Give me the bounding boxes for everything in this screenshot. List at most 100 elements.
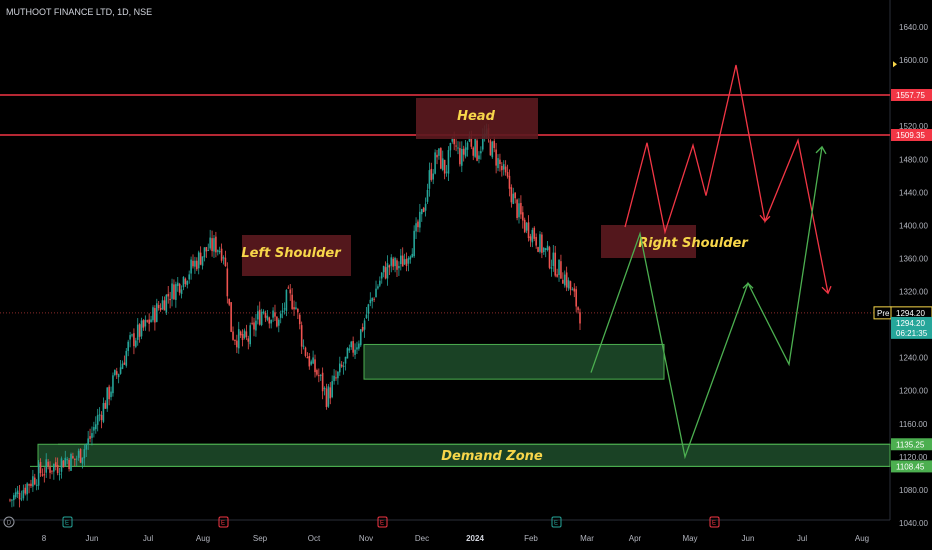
earnings-marker-box bbox=[62, 516, 73, 528]
annotation-labels-layer: Left Shoulder Head Right Shoulder Demand Zo… bbox=[241, 98, 749, 464]
candle-body bbox=[178, 283, 181, 293]
earnings-marker-icon[interactable]: E bbox=[62, 516, 73, 528]
event-marker-label: E bbox=[65, 521, 69, 527]
candle-body bbox=[541, 234, 543, 253]
candle-body bbox=[56, 464, 59, 474]
candle-body bbox=[43, 474, 46, 476]
candle-body bbox=[247, 338, 250, 342]
candle-body bbox=[321, 372, 324, 392]
time-tick-label: Aug bbox=[855, 534, 869, 543]
candle-body bbox=[184, 278, 187, 285]
candle-body bbox=[295, 307, 297, 310]
candle-body bbox=[579, 312, 581, 324]
candle-body bbox=[112, 375, 114, 394]
candle-body bbox=[102, 403, 105, 422]
price-tick-label: 1640.00 bbox=[899, 23, 928, 32]
candle-body bbox=[22, 490, 25, 499]
candle-body bbox=[552, 252, 555, 267]
pre-market-label: Pre bbox=[877, 309, 890, 318]
candle-body bbox=[398, 265, 400, 269]
candle-body bbox=[14, 492, 17, 498]
projection-paths-layer bbox=[590, 64, 832, 460]
candle-body bbox=[318, 375, 320, 377]
dividend-marker-icon[interactable]: D bbox=[3, 516, 15, 528]
earnings-marker-icon[interactable]: E bbox=[709, 516, 720, 528]
candle-body bbox=[548, 247, 551, 268]
candle-body bbox=[285, 289, 288, 311]
candle-body bbox=[327, 386, 330, 407]
candle-body bbox=[72, 456, 74, 459]
candle-body bbox=[304, 347, 307, 356]
candle-body bbox=[264, 312, 267, 318]
candle-body bbox=[249, 325, 252, 345]
price-tick-label: 1400.00 bbox=[899, 221, 928, 230]
candle-body bbox=[373, 298, 375, 300]
candle-body bbox=[276, 316, 278, 327]
price-tag-label: 1108.45 bbox=[896, 462, 925, 471]
bullish-arrow-head bbox=[815, 145, 827, 155]
candle-body bbox=[441, 158, 444, 170]
candle-body bbox=[114, 369, 116, 375]
time-tick-label: Feb bbox=[524, 534, 538, 543]
candle-body bbox=[403, 259, 406, 265]
candle-body bbox=[258, 309, 261, 325]
candle-body bbox=[270, 319, 272, 324]
earnings-marker-icon[interactable]: E bbox=[218, 516, 229, 528]
price-axis[interactable]: 1640.001600.001560.001520.001480.001440.… bbox=[873, 23, 932, 528]
price-tick-label: 1600.00 bbox=[899, 56, 928, 65]
candle-body bbox=[106, 387, 109, 409]
candle-body bbox=[569, 281, 572, 290]
candle-body bbox=[54, 462, 57, 467]
candle-body bbox=[257, 311, 259, 320]
earnings-marker-icon[interactable]: E bbox=[377, 516, 388, 528]
left-shoulder-label: Left Shoulder bbox=[241, 246, 342, 261]
time-tick-label: Jul bbox=[797, 534, 807, 543]
candle-body bbox=[79, 448, 82, 463]
candle-body bbox=[316, 370, 318, 375]
candle-body bbox=[354, 349, 356, 355]
candle-body bbox=[289, 289, 292, 294]
candle-body bbox=[209, 237, 211, 249]
candle-body bbox=[155, 303, 158, 322]
candle-body bbox=[237, 329, 240, 349]
candle-body bbox=[77, 450, 80, 458]
candle-body bbox=[192, 260, 194, 267]
candle-body bbox=[567, 280, 570, 289]
candle-body bbox=[329, 387, 332, 399]
time-tick-label: Jun bbox=[742, 534, 755, 543]
candle-body bbox=[504, 166, 507, 173]
time-tick-label: Jun bbox=[86, 534, 99, 543]
candle-body bbox=[161, 300, 164, 310]
candle-body bbox=[255, 320, 257, 331]
candle-body bbox=[297, 309, 299, 313]
earnings-marker-icon[interactable]: E bbox=[551, 516, 562, 528]
candle-body bbox=[32, 476, 34, 487]
candle-body bbox=[527, 222, 530, 239]
candle-body bbox=[344, 356, 347, 364]
candle-body bbox=[386, 263, 389, 279]
candle-body bbox=[424, 203, 427, 211]
candle-body bbox=[216, 250, 219, 252]
time-axis[interactable]: 8 Jun Jul Aug Sep Oct Nov Dec 2024 Feb Mar Apr May Ju… bbox=[42, 534, 869, 543]
candle-body bbox=[459, 148, 461, 165]
candle-body bbox=[367, 304, 370, 314]
candle-body bbox=[529, 236, 532, 241]
candle-body bbox=[493, 140, 496, 148]
candle-body bbox=[356, 347, 358, 350]
candle-body bbox=[338, 363, 341, 373]
price-tick-label: 1240.00 bbox=[899, 354, 928, 363]
candle-body bbox=[319, 374, 322, 376]
candle-body bbox=[140, 320, 143, 337]
candle-body bbox=[146, 320, 149, 322]
candle-body bbox=[577, 307, 579, 310]
candle-body bbox=[497, 158, 499, 169]
price-tick-label: 1120.00 bbox=[899, 453, 928, 462]
candle-body bbox=[453, 138, 455, 145]
candle-body bbox=[277, 319, 280, 326]
candle-body bbox=[445, 171, 448, 173]
candle-body bbox=[96, 415, 99, 425]
candle-body bbox=[201, 256, 204, 266]
candle-body bbox=[203, 247, 206, 258]
candle-body bbox=[560, 261, 562, 279]
